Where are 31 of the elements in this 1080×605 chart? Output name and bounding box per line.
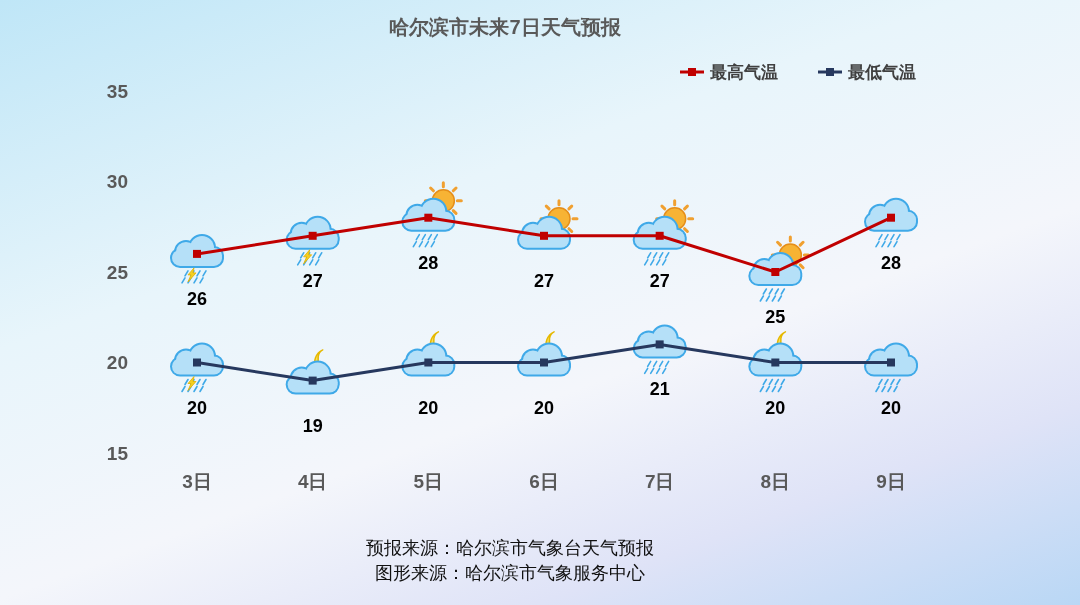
y-tick-label: 15 [106,442,128,464]
x-tick-label: 5日 [413,470,444,492]
data-label: 20 [534,397,554,418]
data-label: 20 [765,397,786,418]
data-label: 25 [765,307,786,327]
y-tick-label: 25 [106,261,128,283]
x-tick-label: 4日 [297,470,328,492]
data-label: 19 [302,415,323,436]
data-label: 21 [649,379,670,400]
text: 预报来源：哈尔滨市气象台天气预报 [366,538,654,558]
legend-label: 最低气温 [847,62,916,82]
y-tick-label: 20 [106,352,128,373]
y-tick-label: 30 [106,171,128,192]
data-label: 28 [881,252,901,273]
x-tick-label: 7日 [644,470,675,492]
x-tick-label: 6日 [529,470,559,492]
y-tick-label: 35 [106,80,128,102]
data-label: 26 [187,288,207,309]
legend-label: 最高气温 [709,62,778,82]
x-tick-label: 8日 [760,470,791,492]
text: 图形来源：哈尔滨市气象服务中心 [375,563,645,583]
x-tick-label: 3日 [182,470,212,492]
data-label: 27 [302,270,323,291]
chart-title: 哈尔滨市未来7日天气预报 [389,16,622,38]
data-label: 28 [418,252,439,273]
data-label: 20 [418,397,439,418]
data-label: 20 [187,397,207,418]
data-label: 27 [534,270,554,291]
data-label: 27 [649,270,670,291]
x-tick-label: 9日 [876,470,906,492]
data-label: 20 [881,397,901,418]
